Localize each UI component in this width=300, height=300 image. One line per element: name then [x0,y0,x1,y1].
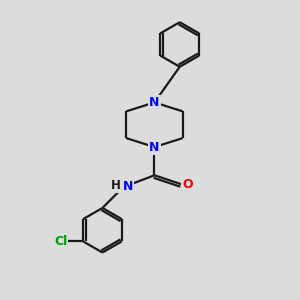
Text: O: O [182,178,193,191]
Text: N: N [149,140,160,154]
Text: N: N [122,180,133,193]
Text: N: N [149,96,160,109]
Text: H: H [111,179,121,192]
Text: Cl: Cl [54,235,68,248]
